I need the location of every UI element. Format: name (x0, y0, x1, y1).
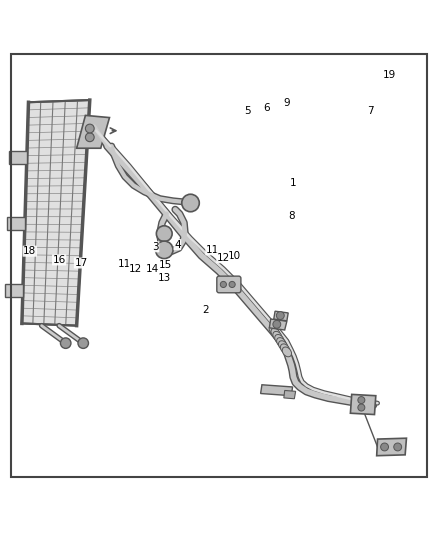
Text: 9: 9 (283, 98, 290, 108)
Circle shape (85, 133, 94, 142)
Ellipse shape (280, 344, 290, 354)
Circle shape (60, 338, 71, 349)
Ellipse shape (269, 325, 279, 335)
Polygon shape (22, 100, 90, 326)
Text: 8: 8 (288, 211, 295, 221)
FancyBboxPatch shape (217, 276, 241, 293)
Circle shape (394, 443, 402, 451)
Text: 7: 7 (367, 106, 374, 116)
Bar (7, 217, 25, 230)
Circle shape (220, 281, 226, 287)
Circle shape (85, 124, 94, 133)
Circle shape (381, 443, 389, 451)
Ellipse shape (282, 347, 292, 357)
Bar (5, 284, 23, 297)
Text: 18: 18 (23, 246, 36, 256)
Text: 10: 10 (228, 251, 241, 261)
Ellipse shape (273, 332, 282, 341)
Text: 2: 2 (202, 305, 209, 316)
Text: 14: 14 (146, 264, 159, 273)
Text: 11: 11 (118, 260, 131, 269)
Polygon shape (269, 319, 287, 330)
Text: 12: 12 (217, 253, 230, 263)
Text: 5: 5 (244, 106, 251, 116)
Polygon shape (261, 385, 293, 395)
Circle shape (358, 404, 365, 411)
Bar (9, 151, 27, 164)
Polygon shape (274, 311, 288, 321)
Circle shape (358, 397, 365, 403)
Polygon shape (350, 394, 376, 415)
Circle shape (155, 241, 173, 259)
Text: 3: 3 (152, 242, 159, 252)
Text: 17: 17 (74, 258, 88, 268)
Ellipse shape (279, 341, 288, 351)
Ellipse shape (271, 328, 280, 338)
Text: 19: 19 (382, 70, 396, 79)
Text: 16: 16 (53, 255, 66, 265)
Circle shape (276, 312, 284, 319)
Polygon shape (284, 391, 296, 399)
Ellipse shape (277, 337, 286, 348)
Text: 12: 12 (129, 264, 142, 273)
Circle shape (78, 338, 88, 349)
Circle shape (182, 194, 199, 212)
Text: 4: 4 (174, 240, 181, 249)
Ellipse shape (275, 335, 284, 344)
Text: 11: 11 (206, 245, 219, 255)
Polygon shape (377, 438, 406, 456)
Text: 6: 6 (263, 103, 270, 113)
Text: 13: 13 (158, 273, 171, 284)
Circle shape (156, 226, 172, 241)
Circle shape (229, 281, 235, 287)
Circle shape (273, 320, 281, 328)
Text: 1: 1 (290, 178, 297, 188)
Text: 15: 15 (159, 260, 172, 270)
Polygon shape (77, 115, 110, 148)
